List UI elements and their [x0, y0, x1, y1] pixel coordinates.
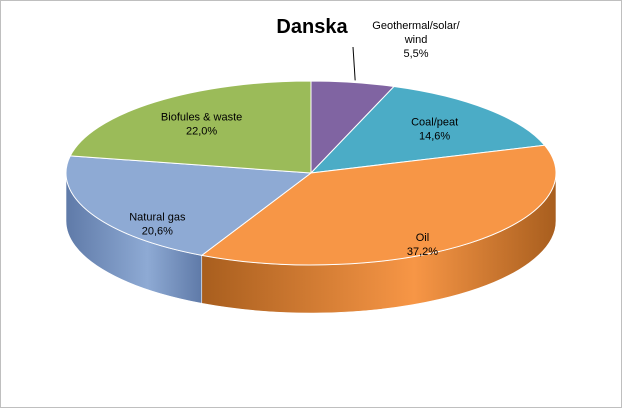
data-label-natural-gas: Natural gas	[129, 212, 186, 224]
pie-slice-biofules-waste	[69, 80, 312, 174]
pie-slice-natural-gas	[65, 155, 313, 256]
data-label-coal-peat: 14,6%	[419, 130, 450, 142]
pie-slice-coal-peat	[309, 85, 546, 174]
data-label-biofules-waste: Biofules & waste	[161, 111, 242, 123]
data-label-coal-peat: Coal/peat	[411, 116, 458, 128]
chart-title: Danska	[276, 16, 348, 38]
data-label-geothermal-solar-wind: Geothermal/solar/	[372, 20, 460, 32]
pie-tops	[65, 80, 557, 266]
data-label-geothermal-solar-wind: wind	[404, 34, 428, 46]
data-labels: Geothermal/solar/wind 5,5% Coal/peat 14,6% O…	[129, 20, 460, 258]
pie-slice-oil	[200, 144, 557, 266]
data-label-oil: Oil	[416, 232, 429, 244]
data-label-geothermal-solar-wind: 5,5%	[403, 48, 428, 60]
leader-lines	[352, 46, 356, 81]
data-label-oil: 37,2%	[407, 246, 438, 258]
data-label-natural-gas: 20,6%	[142, 226, 173, 238]
data-label-biofules-waste: 22,0%	[186, 125, 217, 137]
leader-line-geothermal-solar-wind	[352, 46, 356, 81]
